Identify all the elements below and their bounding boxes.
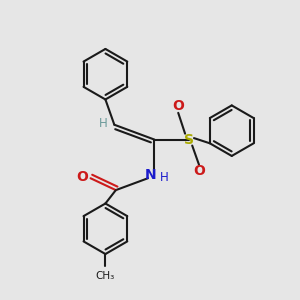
Text: O: O — [193, 164, 205, 178]
Text: N: N — [145, 168, 157, 182]
Text: O: O — [76, 170, 88, 184]
Text: H: H — [160, 171, 168, 184]
Text: CH₃: CH₃ — [96, 271, 115, 281]
Text: S: S — [184, 133, 194, 147]
Text: O: O — [172, 99, 184, 113]
Text: H: H — [99, 117, 107, 130]
